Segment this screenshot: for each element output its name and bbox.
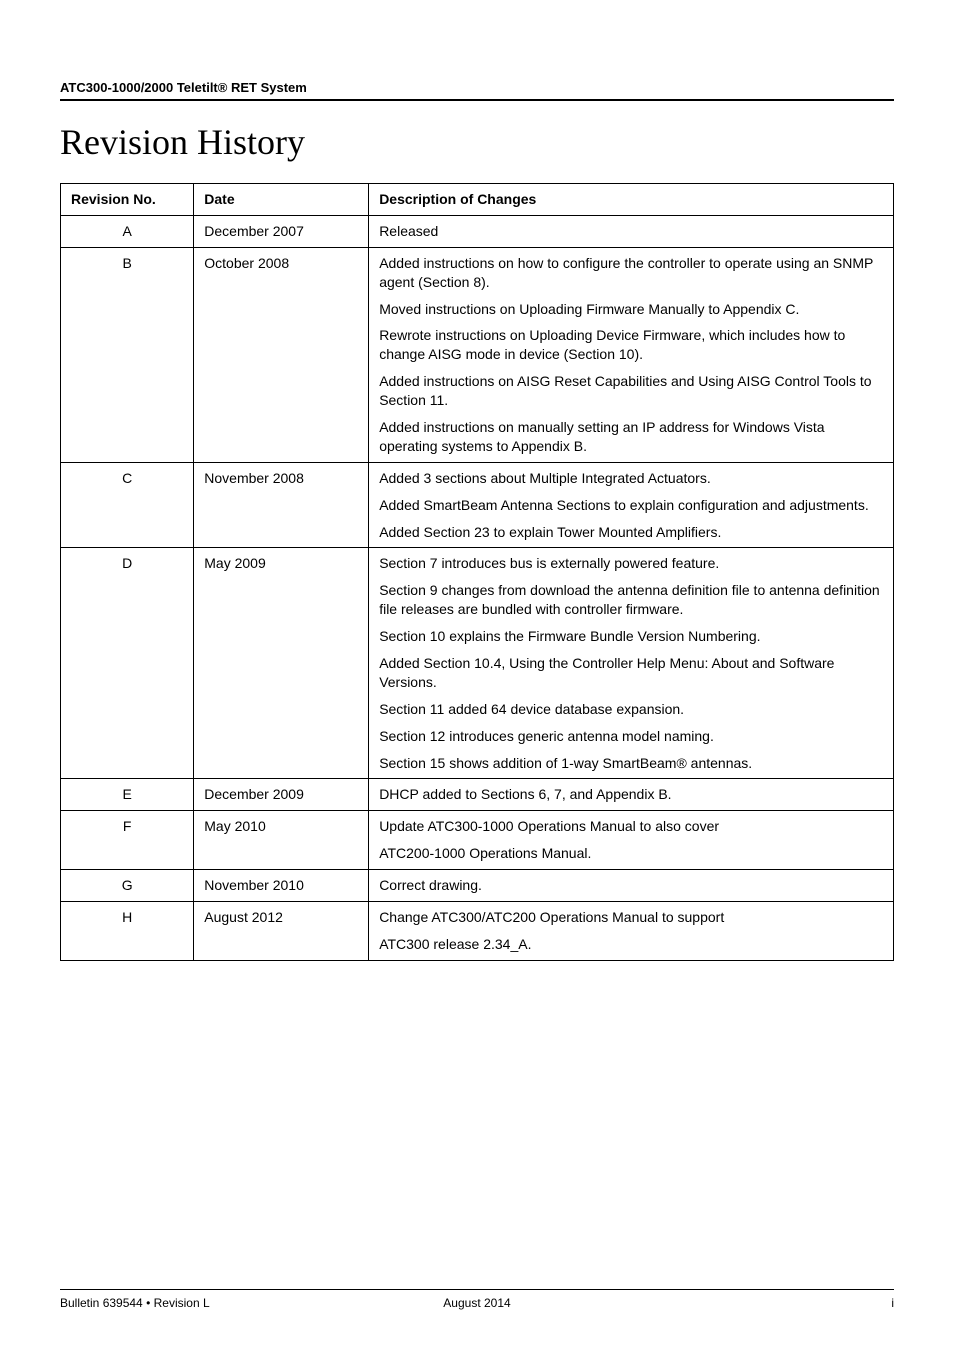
cell-revision: H [61, 902, 194, 961]
table-header-row: Revision No. Date Description of Changes [61, 184, 894, 216]
cell-date: May 2010 [194, 811, 369, 870]
table-row: H August 2012 Change ATC300/ATC200 Opera… [61, 902, 894, 961]
table-row: B October 2008 Added instructions on how… [61, 247, 894, 462]
page-header: ATC300-1000/2000 Teletilt® RET System [60, 80, 894, 101]
footer-center: August 2014 [60, 1296, 894, 1310]
cell-description: Update ATC300-1000 Operations Manual to … [369, 811, 894, 870]
cell-revision: E [61, 779, 194, 811]
col-header-date: Date [194, 184, 369, 216]
desc-paragraph: Added instructions on manually setting a… [379, 418, 883, 456]
desc-paragraph: Section 12 introduces generic antenna mo… [379, 727, 883, 746]
col-header-description: Description of Changes [369, 184, 894, 216]
cell-date: October 2008 [194, 247, 369, 462]
table-row: E December 2009 DHCP added to Sections 6… [61, 779, 894, 811]
cell-date: December 2007 [194, 215, 369, 247]
cell-revision: A [61, 215, 194, 247]
cell-revision: G [61, 870, 194, 902]
table-row: G November 2010 Correct drawing. [61, 870, 894, 902]
desc-paragraph: Added instructions on AISG Reset Capabil… [379, 372, 883, 410]
cell-revision: D [61, 548, 194, 779]
desc-paragraph: Correct drawing. [379, 876, 883, 895]
cell-description: Added instructions on how to configure t… [369, 247, 894, 462]
cell-revision: B [61, 247, 194, 462]
table-row: D May 2009 Section 7 introduces bus is e… [61, 548, 894, 779]
desc-paragraph: Rewrote instructions on Uploading Device… [379, 326, 883, 364]
desc-paragraph: Section 11 added 64 device database expa… [379, 700, 883, 719]
desc-paragraph: ATC300 release 2.34_A. [379, 935, 883, 954]
product-line-text: ATC300-1000/2000 Teletilt® RET System [60, 80, 307, 95]
cell-description: Correct drawing. [369, 870, 894, 902]
desc-paragraph: Added instructions on how to configure t… [379, 254, 883, 292]
desc-paragraph: Section 15 shows addition of 1-way Smart… [379, 754, 883, 773]
desc-paragraph: ATC200-1000 Operations Manual. [379, 844, 883, 863]
col-header-revision: Revision No. [61, 184, 194, 216]
cell-description: Change ATC300/ATC200 Operations Manual t… [369, 902, 894, 961]
cell-description: DHCP added to Sections 6, 7, and Appendi… [369, 779, 894, 811]
cell-date: November 2010 [194, 870, 369, 902]
cell-revision: C [61, 462, 194, 548]
desc-paragraph: Added SmartBeam Antenna Sections to expl… [379, 496, 883, 515]
desc-paragraph: Section 7 introduces bus is externally p… [379, 554, 883, 573]
cell-description: Section 7 introduces bus is externally p… [369, 548, 894, 779]
cell-date: November 2008 [194, 462, 369, 548]
cell-description: Added 3 sections about Multiple Integrat… [369, 462, 894, 548]
document-page: ATC300-1000/2000 Teletilt® RET System Re… [0, 0, 954, 1350]
desc-paragraph: Section 9 changes from download the ante… [379, 581, 883, 619]
cell-date: August 2012 [194, 902, 369, 961]
cell-date: December 2009 [194, 779, 369, 811]
desc-paragraph: Added Section 23 to explain Tower Mounte… [379, 523, 883, 542]
revision-history-table: Revision No. Date Description of Changes… [60, 183, 894, 961]
page-footer: Bulletin 639544 • Revision L August 2014… [60, 1289, 894, 1310]
desc-paragraph: Added 3 sections about Multiple Integrat… [379, 469, 883, 488]
table-row: F May 2010 Update ATC300-1000 Operations… [61, 811, 894, 870]
desc-paragraph: DHCP added to Sections 6, 7, and Appendi… [379, 785, 883, 804]
desc-paragraph: Section 10 explains the Firmware Bundle … [379, 627, 883, 646]
desc-paragraph: Moved instructions on Uploading Firmware… [379, 300, 883, 319]
desc-paragraph: Added Section 10.4, Using the Controller… [379, 654, 883, 692]
page-title: Revision History [60, 121, 894, 163]
table-row: A December 2007 Released [61, 215, 894, 247]
desc-paragraph: Released [379, 222, 883, 241]
cell-description: Released [369, 215, 894, 247]
cell-revision: F [61, 811, 194, 870]
cell-date: May 2009 [194, 548, 369, 779]
table-row: C November 2008 Added 3 sections about M… [61, 462, 894, 548]
desc-paragraph: Change ATC300/ATC200 Operations Manual t… [379, 908, 883, 927]
desc-paragraph: Update ATC300-1000 Operations Manual to … [379, 817, 883, 836]
